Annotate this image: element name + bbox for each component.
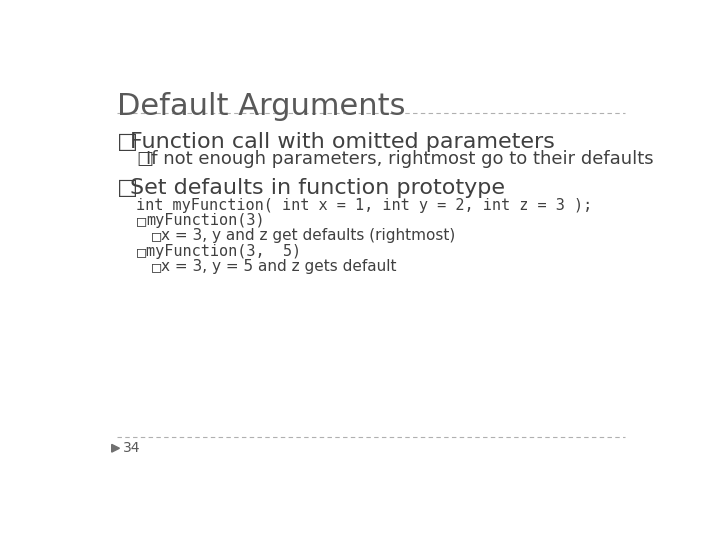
Text: myFunction(3): myFunction(3) — [145, 213, 264, 228]
Text: myFunction(3,  5): myFunction(3, 5) — [145, 244, 301, 259]
Text: Default Arguments: Default Arguments — [117, 92, 405, 121]
Text: 34: 34 — [123, 441, 141, 455]
Text: □: □ — [152, 259, 161, 274]
Text: □: □ — [137, 150, 153, 168]
Text: x = 3, y = 5 and z gets default: x = 3, y = 5 and z gets default — [161, 259, 397, 274]
Text: If not enough parameters, rightmost go to their defaults: If not enough parameters, rightmost go t… — [145, 150, 654, 168]
Text: □: □ — [117, 132, 138, 152]
Text: □: □ — [137, 213, 145, 228]
Text: x = 3, y and z get defaults (rightmost): x = 3, y and z get defaults (rightmost) — [161, 228, 456, 243]
Text: □: □ — [117, 178, 138, 198]
Text: int myFunction( int x = 1, int y = 2, int z = 3 );: int myFunction( int x = 1, int y = 2, in… — [137, 198, 593, 213]
Text: □: □ — [152, 228, 161, 243]
Polygon shape — [112, 444, 120, 452]
Text: Set defaults in function prototype: Set defaults in function prototype — [130, 178, 505, 198]
Text: □: □ — [137, 244, 145, 259]
Text: Function call with omitted parameters: Function call with omitted parameters — [130, 132, 555, 152]
